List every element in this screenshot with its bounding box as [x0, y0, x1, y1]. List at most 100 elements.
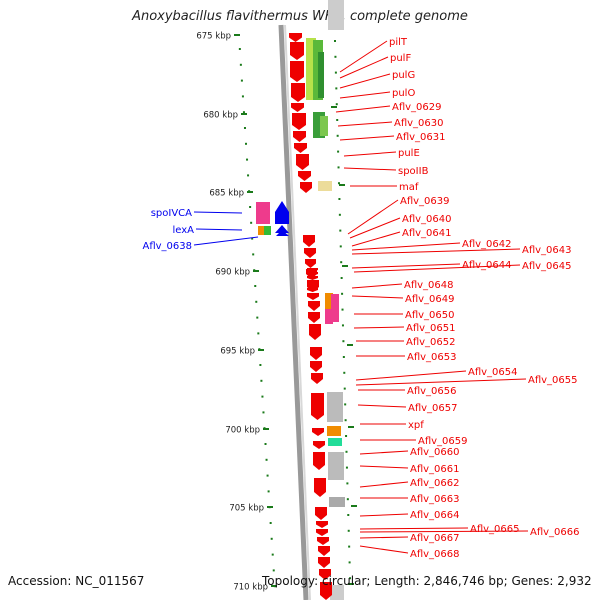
gene-leader-right: [359, 481, 409, 488]
forward-gene: [313, 452, 325, 470]
forward-gene: [319, 569, 331, 580]
gene-label-right: Aflv_0657: [408, 403, 458, 414]
gene-leader-right: [359, 530, 529, 533]
forward-gene: [304, 248, 316, 258]
axis-minor-tick: [239, 63, 242, 66]
gene-label-right: Aflv_0668: [410, 549, 460, 560]
forward-gene: [310, 347, 322, 360]
axis-minor-tick: [246, 158, 249, 161]
gene-label-right: Aflv_0644: [462, 260, 512, 271]
forward-gene: [316, 529, 328, 536]
gene-leader-right: [339, 73, 391, 89]
gene-label-right: pulG: [392, 70, 415, 81]
gene-label-right: Aflv_0659: [418, 436, 468, 447]
gene-label-right: Aflv_0631: [396, 132, 446, 143]
track-dot: [341, 308, 344, 311]
forward-gene: [315, 507, 327, 520]
gene-block: [328, 452, 344, 480]
axis-minor-tick: [269, 522, 272, 524]
axis-minor-tick: [243, 127, 246, 129]
forward-gene: [316, 521, 328, 528]
forward-gene: [305, 259, 316, 268]
gene-leader-right: [339, 56, 389, 79]
track-shade-top: [328, 0, 344, 30]
gene-label-right: Aflv_0655: [528, 375, 578, 386]
gene-leader-right: [351, 231, 401, 247]
gene-block: [320, 116, 328, 136]
track-dot: [342, 356, 345, 358]
gene-leader-right: [359, 527, 469, 530]
track-dot: [336, 119, 339, 121]
axis-minor-tick: [267, 490, 270, 493]
track-dot: [343, 371, 346, 374]
forward-gene: [308, 301, 320, 311]
forward-gene: [317, 537, 329, 545]
forward-gene: [289, 33, 302, 42]
gene-block: [325, 309, 333, 324]
forward-gene: [300, 182, 312, 193]
axis-minor-tick: [257, 332, 260, 335]
track-dot: [348, 545, 351, 548]
axis-minor-tick: [273, 585, 276, 588]
gene-label-right: spoIIB: [398, 166, 429, 177]
forward-gene: [307, 293, 319, 300]
track-dot: [334, 55, 337, 58]
axis-minor-tick: [255, 300, 258, 303]
gene-leader-right: [351, 283, 403, 289]
gene-block: [331, 294, 339, 322]
axis-tick-label: 680 kbp: [203, 111, 238, 121]
axis-tick-label: 675 kbp: [196, 32, 231, 42]
gene-leader-right: [355, 370, 467, 381]
gene-label-right: Aflv_0652: [406, 337, 456, 348]
track-shade-bottom: [330, 585, 344, 600]
axis-minor-tick: [250, 221, 253, 224]
gene-label-right: Aflv_0648: [404, 280, 454, 291]
gene-label-right: pulO: [392, 88, 415, 99]
axis-minor-tick: [240, 79, 243, 82]
track-dot: [344, 403, 347, 406]
track-dot: [345, 435, 348, 437]
gene-leader-right: [337, 121, 393, 127]
gene-leader-right: [359, 513, 409, 517]
accession-text: Accession: NC_011567: [8, 574, 145, 588]
axis-tick-label: 695 kbp: [220, 347, 255, 357]
axis-minor-tick: [262, 411, 265, 414]
track-dot: [335, 103, 338, 106]
gene-label-right: pulE: [398, 148, 420, 159]
axis-minor-tick: [254, 285, 257, 287]
forward-gene: [290, 61, 304, 82]
axis-tick-label: 690 kbp: [215, 268, 250, 278]
track-dot: [334, 71, 337, 74]
axis-minor-tick: [271, 553, 274, 556]
gene-block: [328, 438, 342, 446]
axis-tick-label: 705 kbp: [229, 504, 264, 514]
track-dot: [340, 277, 343, 279]
forward-gene-chevron: [307, 268, 318, 272]
forward-gene-chevron: [307, 276, 318, 280]
track-dot: [336, 134, 339, 137]
track-dot: [348, 561, 351, 564]
gene-label-right: Aflv_0660: [410, 447, 460, 458]
forward-gene: [291, 83, 305, 102]
reverse-gene-arrow: [275, 201, 289, 224]
gene-label-right: Aflv_0664: [410, 510, 460, 521]
axis-minor-tick: [260, 379, 263, 382]
gene-leader-left: [195, 228, 243, 231]
track-dot: [343, 387, 346, 390]
backbone-line: [278, 24, 309, 600]
track-dot: [338, 213, 341, 216]
backbone-highlight: [284, 24, 311, 600]
forward-gene: [291, 103, 304, 112]
gene-label-right: Aflv_0653: [407, 352, 457, 363]
gene-label-left: Aflv_0638: [142, 241, 192, 252]
gene-label-right: Aflv_0643: [522, 245, 572, 256]
forward-gene: [312, 428, 324, 436]
axis-minor-tick: [245, 142, 248, 145]
forward-gene-chevron: [307, 288, 318, 292]
axis-minor-tick: [249, 206, 252, 208]
reverse-gene-lexA-b: [264, 226, 271, 235]
gene-label-right: Aflv_0640: [402, 214, 452, 225]
axis-minor-tick: [268, 506, 271, 509]
forward-gene: [311, 393, 324, 420]
